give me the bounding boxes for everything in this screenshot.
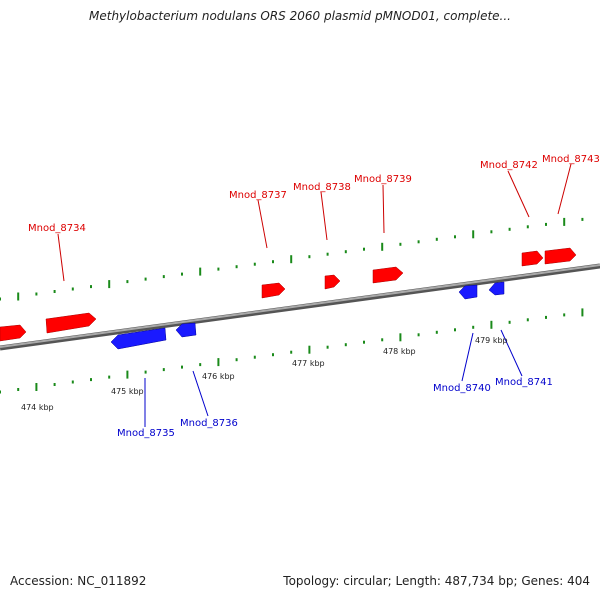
scale-label: 478 kbp [383, 347, 416, 356]
gene-arrow-mnod-8741[interactable] [488, 281, 505, 296]
gene-arrow-mnod-8736[interactable] [175, 322, 197, 338]
gene-label[interactable]: Mnod_8737 [229, 190, 287, 201]
gene-arrow-mnod-8733[interactable] [0, 324, 27, 342]
gene-label[interactable]: Mnod_8743 [542, 154, 600, 165]
gene-label[interactable]: Mnod_8741 [495, 377, 553, 388]
scale-label: 475 kbp [111, 387, 144, 396]
gene-arrow-mnod-8735[interactable] [110, 327, 167, 350]
accession-text: Accession: NC_011892 [10, 574, 147, 588]
gene-arrow-mnod-8738[interactable] [324, 274, 341, 290]
scale-label: 476 kbp [202, 372, 235, 381]
scale-label: 479 kbp [475, 336, 508, 345]
gene-arrow-mnod-8737[interactable] [261, 282, 286, 299]
backbone [0, 263, 600, 351]
upper-tick-row [0, 217, 584, 301]
lower-tick-row [0, 308, 584, 394]
gene-label[interactable]: Mnod_8742 [480, 160, 538, 171]
gene-label[interactable]: Mnod_8740 [433, 383, 491, 394]
gene-label[interactable]: Mnod_8739 [354, 174, 412, 185]
scale-label: 474 kbp [21, 403, 54, 412]
gene-label[interactable]: Mnod_8735 [117, 428, 175, 439]
map-title: Methylobacterium nodulans ORS 2060 plasm… [89, 9, 511, 23]
genome-summary-text: Topology: circular; Length: 487,734 bp; … [283, 574, 590, 588]
gene-label[interactable]: Mnod_8738 [293, 182, 351, 193]
gene-arrow-mnod-8743[interactable] [544, 247, 577, 265]
gene-label[interactable]: Mnod_8736 [180, 418, 238, 429]
gene-arrow-mnod-8740[interactable] [458, 284, 478, 300]
gene-arrow-mnod-8734[interactable] [45, 312, 97, 334]
gene-arrow-mnod-8739[interactable] [372, 266, 404, 284]
gene-label[interactable]: Mnod_8734 [28, 223, 86, 234]
gene-arrow-mnod-8742[interactable] [521, 250, 544, 267]
scale-label: 477 kbp [292, 359, 325, 368]
label-leader-lines [57, 163, 572, 427]
